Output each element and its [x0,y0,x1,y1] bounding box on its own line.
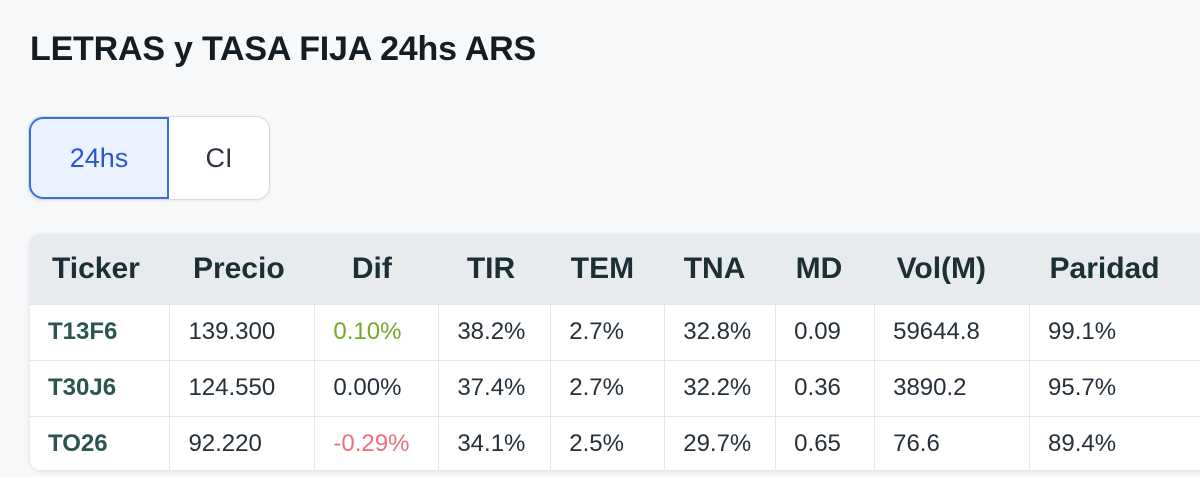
cell-tir: 38.2% [438,303,552,360]
tir-value: 38.2% [457,318,526,345]
paridad-value: 99.1% [1048,318,1117,345]
cell-tir: 34.1% [438,415,552,470]
tem-value: 2.5% [569,430,624,457]
vol-value: 3890.2 [893,374,967,401]
tem-value: 2.7% [569,318,624,345]
bonds-table-container: Ticker Precio Dif TIR TEM TNA MD Vol(M) … [30,234,1200,470]
cell-paridad: 89.4% [1029,415,1200,470]
tna-value: 32.8% [683,318,752,345]
dif-value: 0.10% [333,318,402,345]
col-header-precio[interactable]: Precio [192,251,285,285]
dif-value: 0.00% [333,374,402,401]
cell-md: 0.09 [775,303,876,360]
cell-tem: 2.5% [550,415,666,470]
cell-tna: 32.2% [664,359,777,416]
ticker-value[interactable]: T30J6 [48,374,117,401]
vol-value: 59644.8 [893,318,980,345]
paridad-value: 95.7% [1048,374,1117,401]
cell-paridad: 99.1% [1029,303,1200,360]
precio-value: 139.300 [188,318,276,345]
col-header-dif[interactable]: Dif [351,251,392,285]
toggle-24hs-button[interactable]: 24hs [29,117,169,199]
cell-precio: 139.300 [169,303,316,360]
cell-vol: 3890.2 [874,359,1031,416]
cell-precio: 92.220 [169,415,316,470]
tna-value: 32.2% [683,374,752,401]
col-header-tir[interactable]: TIR [466,251,516,285]
cell-precio: 124.550 [169,359,316,416]
cell-tir: 37.4% [438,359,552,416]
tem-value: 2.7% [569,374,624,401]
cell-md: 0.65 [775,415,876,470]
dif-value: -0.29% [333,430,410,457]
cell-dif: -0.29% [314,415,440,470]
bonds-table: Ticker Precio Dif TIR TEM TNA MD Vol(M) … [30,234,1200,470]
paridad-value: 89.4% [1048,430,1117,457]
table-row[interactable]: T13F6 139.300 0.10% 38.2% 2.7% 32.8% 0.09 59644… [30,303,1200,360]
precio-value: 124.550 [188,374,276,401]
cell-md: 0.36 [775,359,876,416]
cell-paridad: 95.7% [1029,359,1200,416]
md-value: 0.36 [794,374,841,401]
table-row[interactable]: T30J6 124.550 0.00% 37.4% 2.7% 32.2% 0.36 3890.… [30,359,1200,416]
cell-ticker[interactable]: TO26 [30,415,171,470]
ticker-value[interactable]: TO26 [48,430,108,457]
col-header-vol[interactable]: Vol(M) [896,251,987,285]
md-value: 0.65 [794,430,841,457]
col-header-tna[interactable]: TNA [683,251,746,285]
cell-tem: 2.7% [550,303,666,360]
col-header-md[interactable]: MD [795,251,843,285]
precio-value: 92.220 [188,430,262,457]
tna-value: 29.7% [683,430,752,457]
tir-value: 34.1% [457,430,526,457]
toggle-ci-button[interactable]: CI [205,142,233,173]
table-row[interactable]: TO26 92.220 -0.29% 34.1% 2.5% 29.7% 0.65 76.6 89… [30,415,1200,470]
col-header-paridad[interactable]: Paridad [1049,251,1160,285]
col-header-ticker[interactable]: Ticker [52,251,140,285]
cell-ticker[interactable]: T30J6 [30,359,171,416]
table-header-row: Ticker Precio Dif TIR TEM TNA MD Vol(M) … [30,234,1200,304]
cell-vol: 59644.8 [874,303,1031,360]
page-title: LETRAS y TASA FIJA 24hs ARS [30,30,536,68]
cell-ticker[interactable]: T13F6 [30,303,171,360]
tir-value: 37.4% [457,374,526,401]
md-value: 0.09 [794,318,841,345]
col-header-tem[interactable]: TEM [570,251,635,285]
cell-tna: 29.7% [664,415,777,470]
cell-tem: 2.7% [550,359,666,416]
ticker-value[interactable]: T13F6 [48,318,118,345]
settlement-toggle: 24hs CI [28,116,270,200]
cell-tna: 32.8% [664,303,777,360]
cell-vol: 76.6 [874,415,1031,470]
cell-dif: 0.10% [314,303,440,360]
cell-dif: 0.00% [314,359,440,416]
vol-value: 76.6 [893,430,940,457]
